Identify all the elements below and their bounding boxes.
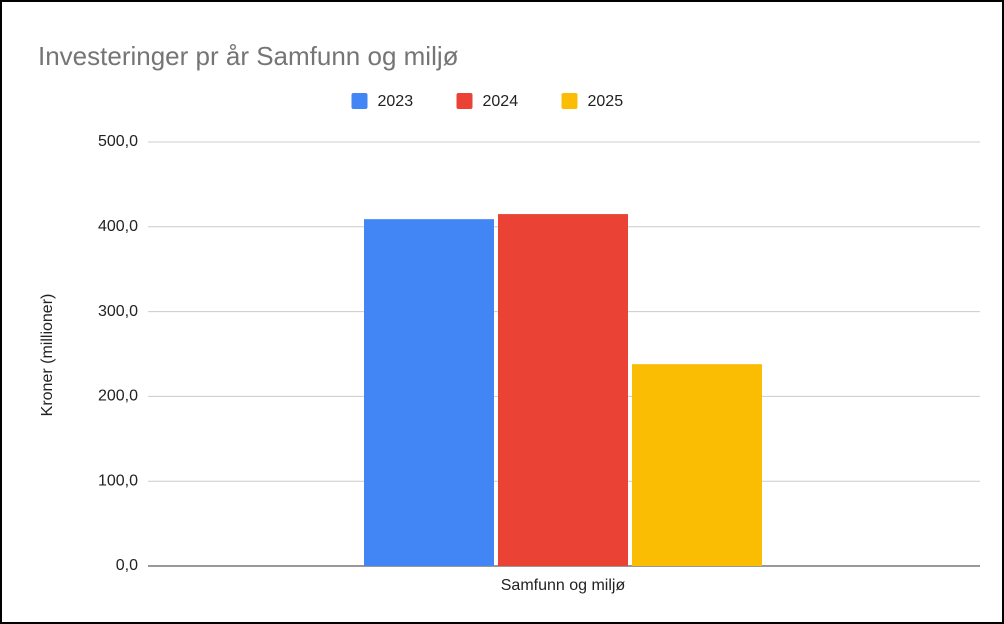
y-axis-label: Kroner (millioner): [39, 294, 56, 417]
x-tick-label: Samfunn og miljø: [501, 577, 626, 594]
chart-title: Investeringer pr år Samfunn og miljø: [38, 41, 459, 71]
y-tick-label: 100,0: [98, 472, 138, 489]
legend-swatch: [456, 93, 473, 109]
bar: [364, 219, 494, 566]
legend-label: 2023: [378, 93, 414, 110]
bar: [632, 364, 762, 566]
y-tick-label: 300,0: [98, 303, 138, 320]
bar: [498, 214, 628, 566]
y-tick-label: 0,0: [116, 557, 138, 574]
y-tick-label: 400,0: [98, 218, 138, 235]
y-tick-label: 500,0: [98, 133, 138, 150]
legend-label: 2024: [483, 93, 519, 110]
y-tick-label: 200,0: [98, 388, 138, 405]
legend-swatch: [351, 93, 368, 109]
legend-swatch: [561, 93, 578, 109]
legend-label: 2025: [588, 93, 624, 110]
